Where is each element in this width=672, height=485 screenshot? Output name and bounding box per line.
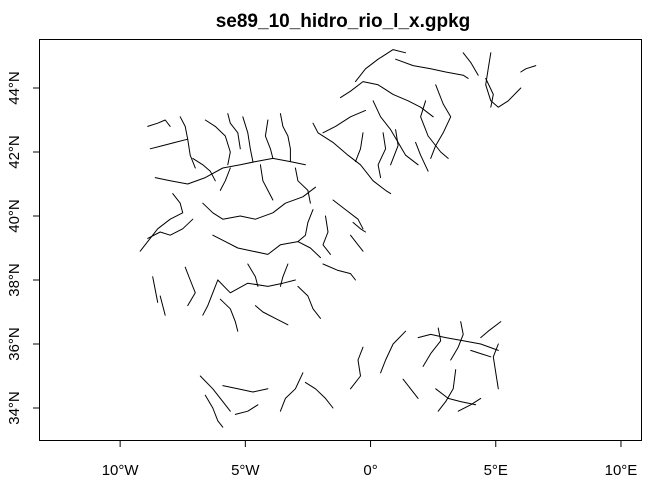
river-line <box>355 49 407 83</box>
river-line <box>352 221 366 233</box>
river-line <box>332 199 364 230</box>
river-line <box>297 285 321 319</box>
river-line <box>350 346 364 390</box>
y-tick-label: 36°N <box>6 327 23 361</box>
river-line <box>147 119 171 127</box>
river-line <box>202 186 316 220</box>
river-line <box>322 215 331 255</box>
x-tick-label: 10°E <box>605 462 638 479</box>
river-line <box>457 397 482 412</box>
river-line <box>422 327 442 367</box>
river-line <box>279 113 291 163</box>
x-tick-label: 5°E <box>484 462 508 479</box>
river-line <box>297 209 314 243</box>
river-line <box>234 404 259 415</box>
river-line <box>202 279 219 316</box>
river-line <box>377 132 387 179</box>
river-line <box>402 378 419 399</box>
y-tick-label: 38°N <box>6 263 23 297</box>
x-axis: 10°W 5°W 0° 5°E 10°E <box>102 440 638 479</box>
plot-frame <box>39 39 642 441</box>
y-tick-label: 42°N <box>6 135 23 169</box>
rivers-layer <box>139 49 537 428</box>
river-line <box>417 333 499 351</box>
river-line <box>312 122 392 195</box>
river-line <box>147 218 194 239</box>
river-line <box>304 381 334 409</box>
river-line <box>154 157 306 185</box>
river-line <box>480 321 502 339</box>
y-tick-label: 40°N <box>6 199 23 233</box>
river-line <box>520 65 537 73</box>
river-line <box>350 234 364 252</box>
river-line <box>152 276 159 303</box>
river-line <box>219 298 239 332</box>
river-line <box>279 263 289 287</box>
river-line <box>219 167 231 191</box>
river-line <box>435 388 477 406</box>
x-tick-label: 10°W <box>102 462 140 479</box>
river-line <box>340 81 434 118</box>
river-line <box>247 263 259 287</box>
river-line <box>254 305 289 326</box>
river-line <box>492 343 499 390</box>
river-line <box>204 394 224 428</box>
river-line <box>199 375 231 412</box>
river-line <box>470 349 492 358</box>
x-tick-label: 5°W <box>231 462 260 479</box>
y-tick-label: 34°N <box>6 391 23 425</box>
river-line <box>485 52 522 108</box>
river-line <box>139 193 184 252</box>
river-line <box>437 369 457 412</box>
river-line <box>184 266 196 307</box>
river-line <box>159 295 166 316</box>
river-line <box>179 116 196 169</box>
river-line <box>322 109 366 134</box>
y-axis: 34°N 36°N 38°N 40°N 42°N 44°N <box>6 71 40 425</box>
river-line <box>264 119 274 159</box>
river-line <box>372 100 419 166</box>
river-line <box>450 321 464 361</box>
river-line <box>420 100 449 159</box>
river-line <box>279 372 304 412</box>
river-line <box>204 119 231 166</box>
river-line <box>390 129 399 166</box>
river-line <box>380 330 407 374</box>
river-line <box>222 385 269 393</box>
river-line <box>259 164 274 201</box>
river-line <box>462 52 479 76</box>
river-line <box>322 263 356 281</box>
map-title: se89_10_hidro_rio_l_x.gpkg <box>216 11 471 32</box>
river-line <box>192 157 216 182</box>
river-line <box>242 116 254 163</box>
river-line <box>485 77 494 108</box>
river-line <box>294 167 311 204</box>
river-line <box>430 84 452 159</box>
river-line <box>227 113 241 150</box>
river-line <box>415 141 429 172</box>
y-tick-label: 44°N <box>6 71 23 105</box>
river-line <box>355 132 364 163</box>
river-line <box>212 234 321 259</box>
river-line <box>395 58 469 79</box>
x-tick-label: 0° <box>363 462 377 479</box>
river-line <box>149 138 189 150</box>
